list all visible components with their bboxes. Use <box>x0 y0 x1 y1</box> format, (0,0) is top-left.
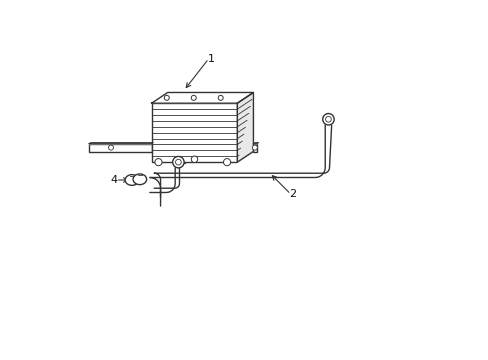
Text: 1: 1 <box>207 54 214 64</box>
Circle shape <box>322 113 333 125</box>
Text: 3: 3 <box>189 150 196 160</box>
Circle shape <box>108 145 113 150</box>
Circle shape <box>191 156 197 162</box>
Circle shape <box>191 95 196 100</box>
Circle shape <box>252 145 257 150</box>
Circle shape <box>175 159 181 165</box>
Polygon shape <box>237 93 253 162</box>
Ellipse shape <box>125 175 139 185</box>
Circle shape <box>172 157 184 168</box>
Circle shape <box>325 116 331 122</box>
Ellipse shape <box>133 174 146 185</box>
Polygon shape <box>89 143 153 144</box>
Polygon shape <box>253 143 258 144</box>
Circle shape <box>164 95 169 100</box>
Text: 4: 4 <box>110 175 117 185</box>
Bar <box>253 144 257 152</box>
Bar <box>89 144 151 152</box>
Bar <box>151 103 237 162</box>
Text: 2: 2 <box>289 189 296 199</box>
Circle shape <box>155 158 162 166</box>
Circle shape <box>223 158 230 166</box>
Polygon shape <box>151 93 253 103</box>
Circle shape <box>218 95 223 100</box>
